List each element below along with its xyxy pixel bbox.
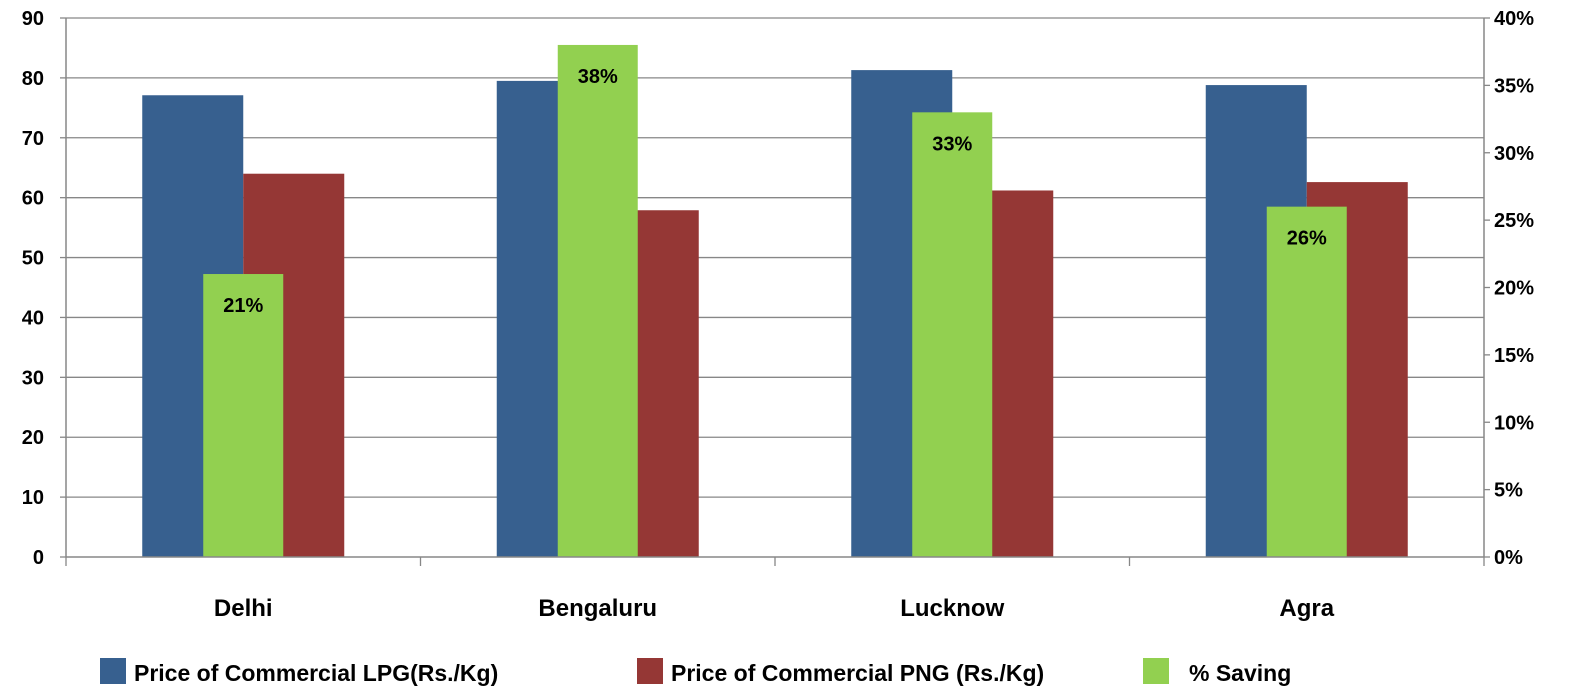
right-tick-label: 25% bbox=[1494, 210, 1534, 232]
saving-data-label: 26% bbox=[1287, 228, 1327, 250]
bar-saving bbox=[912, 112, 993, 557]
right-tick-label: 0% bbox=[1494, 547, 1523, 569]
bar-saving bbox=[1266, 206, 1347, 557]
saving-data-label: 21% bbox=[223, 295, 263, 317]
left-tick-label: 60 bbox=[22, 188, 44, 210]
left-tick-label: 40 bbox=[22, 307, 44, 329]
left-tick-label: 0 bbox=[33, 547, 44, 569]
category-labels: Delhi Bengaluru Lucknow Agra bbox=[214, 595, 1335, 622]
legend-label: Price of Commercial PNG (Rs./Kg) bbox=[671, 660, 1044, 686]
left-tick-label: 20 bbox=[22, 427, 44, 449]
right-tick-label: 5% bbox=[1494, 480, 1523, 502]
left-tick-label: 70 bbox=[22, 128, 44, 150]
legend-label: % Saving bbox=[1189, 660, 1291, 686]
axes bbox=[60, 17, 1490, 566]
legend-swatch bbox=[637, 658, 663, 684]
right-tick-label: 30% bbox=[1494, 143, 1534, 165]
legend: Price of Commercial LPG(Rs./Kg) Price of … bbox=[100, 658, 1291, 686]
left-axis-ticks: 0 10 20 30 40 50 60 70 80 90 bbox=[22, 8, 44, 569]
right-axis-ticks: 0% 5% 10% 15% 20% 25% 30% 35% 40% bbox=[1494, 8, 1534, 569]
category-label: Bengaluru bbox=[538, 595, 657, 622]
legend-label: Price of Commercial LPG(Rs./Kg) bbox=[134, 660, 498, 686]
right-tick-label: 20% bbox=[1494, 278, 1534, 300]
bars bbox=[142, 44, 1408, 558]
category-label: Lucknow bbox=[900, 595, 1004, 622]
legend-swatch bbox=[1143, 658, 1169, 684]
bar-saving bbox=[203, 274, 284, 557]
left-tick-label: 30 bbox=[22, 367, 44, 389]
left-tick-label: 10 bbox=[22, 487, 44, 509]
left-tick-label: 50 bbox=[22, 248, 44, 270]
legend-swatch bbox=[100, 658, 126, 684]
category-label: Delhi bbox=[214, 595, 273, 622]
right-tick-label: 40% bbox=[1494, 8, 1534, 30]
saving-data-label: 38% bbox=[578, 66, 618, 88]
data-labels: 21% 38% 33% 26% bbox=[223, 66, 1327, 317]
saving-data-label: 33% bbox=[932, 133, 972, 155]
right-tick-label: 35% bbox=[1494, 75, 1534, 97]
category-label: Agra bbox=[1279, 595, 1334, 622]
right-tick-label: 10% bbox=[1494, 412, 1534, 434]
right-tick-label: 15% bbox=[1494, 345, 1534, 367]
left-tick-label: 80 bbox=[22, 68, 44, 90]
left-tick-label: 90 bbox=[22, 8, 44, 30]
bar-saving bbox=[557, 44, 638, 557]
